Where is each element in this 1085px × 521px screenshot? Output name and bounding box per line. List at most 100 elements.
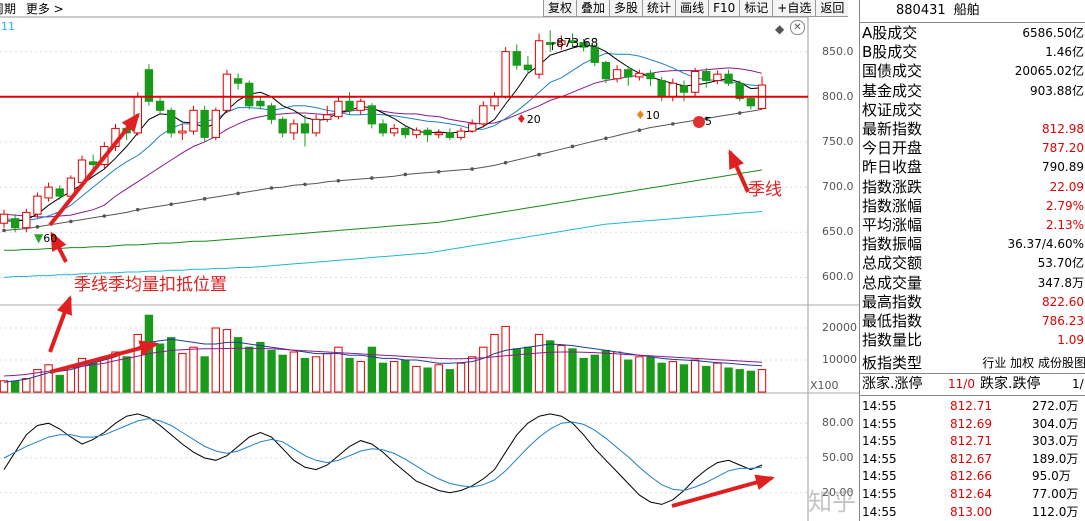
candle-body: [10, 218, 20, 229]
toolbar-button-8[interactable]: 返回: [815, 0, 849, 17]
ma20-badge: ♦20: [516, 112, 541, 126]
candle-body: [456, 130, 466, 138]
candle-body: [0, 213, 9, 224]
volume-bar: [534, 333, 544, 393]
toolbar-button-7[interactable]: +自选: [772, 0, 816, 17]
sector-type-value[interactable]: 行业 加权 成份股图: [982, 356, 1085, 370]
settings-diamond-icon[interactable]: ◆: [775, 22, 785, 36]
toolbar-button-4[interactable]: 画线: [675, 0, 709, 17]
ma60-dot: [436, 169, 441, 174]
volume-bar: [367, 346, 377, 393]
volume-bar: [378, 362, 388, 393]
candle-body: [579, 42, 588, 48]
quote-row: 总成交额 53.70亿: [862, 254, 1085, 273]
tick-row: 14:55 812.67 189.0万: [862, 450, 1085, 468]
volume-bar: [735, 369, 744, 393]
candle-body: [434, 132, 443, 136]
more-dropdown[interactable]: 更多 >: [25, 2, 64, 16]
tick-row: 14:55 812.71 303.0万: [862, 432, 1085, 450]
quote-label: 指数振幅: [862, 235, 923, 254]
peak-price-value: 873.68: [556, 36, 599, 50]
quote-label: A股成交: [862, 24, 918, 42]
ma120-line: [4, 169, 763, 251]
tick-time: 14:55: [862, 469, 897, 484]
quote-label: B股成交: [862, 43, 918, 62]
candle-body: [635, 72, 644, 78]
index-code: 880431: [896, 3, 946, 18]
tick-vol: 304.0万: [1032, 416, 1079, 431]
volume-bar: [245, 346, 254, 393]
candle-body: [657, 80, 666, 98]
volume-bar: [401, 359, 410, 393]
ma60-dot: [303, 182, 307, 187]
toolbar-button-1[interactable]: 叠加: [576, 0, 610, 17]
quote-label: 平均涨幅: [862, 216, 923, 234]
volume-bar: [267, 349, 276, 393]
volume-bar: [289, 351, 299, 393]
volume-bar: [412, 365, 421, 393]
volume-bar: [77, 357, 87, 393]
candle-body: [713, 73, 722, 82]
candle-body: [222, 73, 232, 111]
quote-label: 指数涨跌: [862, 177, 923, 196]
kline-chart-area[interactable]: [0, 0, 859, 521]
toolbar-button-2[interactable]: 多股: [609, 0, 643, 17]
toolbar-button-3[interactable]: 统计: [642, 0, 676, 17]
candle-body: [22, 211, 31, 229]
period-tab[interactable]: 周期: [0, 2, 17, 16]
volume-bar: [122, 356, 131, 393]
quote-value: 1.46亿: [1045, 45, 1084, 60]
badge-60-label: 60: [43, 232, 58, 245]
volume-bar: [33, 369, 42, 393]
volume-bar: [557, 345, 566, 393]
panel-header: 880431 船舶: [860, 0, 1085, 21]
peak-price-label: ┌873.68: [549, 36, 599, 50]
volume-axis-label: 20000: [822, 321, 857, 334]
candle-body: [534, 40, 544, 75]
volume-bar: [646, 356, 655, 393]
candle-body: [245, 82, 254, 107]
quote-row: A股成交 6586.50亿: [862, 24, 1085, 43]
quote-row: 权证成交: [862, 101, 1085, 120]
quote-label: 指数涨幅: [862, 196, 923, 215]
candle-body: [501, 51, 510, 98]
volume-bar: [111, 351, 120, 393]
volume-bar: [724, 367, 733, 393]
quote-value: 2.79%: [1045, 198, 1084, 213]
volume-bar: [44, 364, 53, 393]
ma60-dot: [671, 122, 675, 126]
tick-time: 14:55: [862, 504, 897, 519]
sector-type-label: 板指类型: [862, 354, 923, 372]
quote-label: 国债成交: [862, 62, 923, 81]
volume-bar: [389, 361, 399, 393]
tick-price: 812.71: [950, 399, 992, 413]
volume-bar: [323, 353, 332, 393]
close-icon[interactable]: ✕: [790, 20, 805, 35]
toolbar-button-0[interactable]: 复权: [543, 0, 577, 17]
gem-icon: ♦: [635, 108, 646, 122]
ma60-dot: [737, 111, 742, 115]
volume-bar: [702, 365, 711, 393]
volume-bar: [10, 380, 20, 393]
toolbar-button-6[interactable]: 标记: [739, 0, 773, 17]
trend-arrow-up: [48, 113, 140, 227]
volume-bar: [345, 357, 354, 393]
quote-row: 平均涨幅 2.13%: [862, 216, 1085, 235]
candle-body: [512, 51, 521, 66]
volume-arrow-up: [49, 342, 157, 374]
volume-bar: [568, 348, 577, 393]
candle-body: [378, 123, 388, 134]
volume-arrow-up-head: [138, 340, 159, 356]
quote-label: 今日开盘: [862, 139, 923, 158]
volume-bar: [501, 325, 510, 393]
toolbar-button-5[interactable]: F10: [708, 0, 740, 17]
quote-label: 最低指数: [862, 312, 923, 330]
quote-label: 最新指数: [862, 120, 923, 138]
volume-bar: [467, 356, 477, 393]
candle-body: [423, 129, 432, 136]
quote-label: 指数量比: [862, 331, 923, 350]
candle-body: [646, 72, 655, 80]
candle-body: [546, 42, 555, 45]
quote-row: 总成交量 347.8万: [862, 274, 1085, 293]
candle-body: [311, 118, 321, 134]
